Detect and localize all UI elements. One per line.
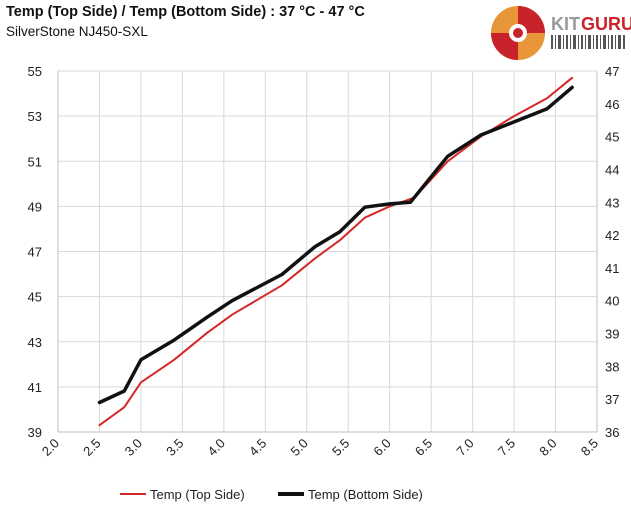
legend-label-bottom-side: Temp (Bottom Side)	[308, 487, 423, 502]
legend: Temp (Top Side) Temp (Bottom Side)	[120, 487, 423, 502]
logo-barcode-icon	[551, 35, 625, 49]
logo-text-kit: KIT	[551, 14, 580, 34]
logo-text-guru: GURU	[581, 14, 631, 34]
x-tick-label: 6.5	[412, 436, 435, 459]
x-tick-label: 8.0	[536, 436, 559, 459]
y-right-tick-label: 43	[605, 195, 619, 210]
legend-label-top-side: Temp (Top Side)	[150, 487, 245, 502]
y-right-tick-label: 46	[605, 97, 619, 112]
y-left-tick-label: 39	[28, 425, 42, 440]
x-tick-label: 3.5	[163, 436, 186, 459]
series-line-bottom-side	[97, 85, 574, 405]
y-left-tick-label: 47	[28, 245, 42, 260]
series-lines	[97, 76, 574, 427]
y-left-tick-label: 51	[28, 154, 42, 169]
logo-swirl-icon	[491, 6, 545, 60]
y-right-tick-label: 41	[605, 261, 619, 276]
y-right-tick-label: 42	[605, 228, 619, 243]
x-tick-label: 2.5	[80, 436, 103, 459]
y-right-tick-label: 45	[605, 130, 619, 145]
x-tick-label: 5.5	[329, 436, 352, 459]
y-left-tick-label: 41	[28, 380, 42, 395]
x-tick-label: 3.0	[122, 436, 145, 459]
x-tick-label: 2.0	[39, 436, 62, 459]
y-right-tick-label: 40	[605, 294, 619, 309]
x-tick-label: 8.5	[578, 436, 601, 459]
x-tick-label: 6.0	[370, 436, 393, 459]
y-right-tick-label: 39	[605, 327, 619, 342]
y-left-tick-label: 49	[28, 199, 42, 214]
chart-title: Temp (Top Side) / Temp (Bottom Side) : 3…	[6, 4, 365, 20]
axes: 2.0 2.5 3.0 3.5 4.0 4.5 5.0 5.5 6.0 6.5 7.0 7.5 8.0 8…	[28, 64, 620, 459]
y-right-tick-label: 37	[605, 392, 619, 407]
y-right-tick-label: 36	[605, 425, 619, 440]
x-tick-label: 4.5	[246, 436, 269, 459]
y-right-tick-label: 38	[605, 359, 619, 374]
y-right-tick-label: 47	[605, 64, 619, 79]
kitguru-logo: KIT GURU	[491, 6, 631, 60]
y-left-tick-label: 43	[28, 335, 42, 350]
y-left-tick-label: 45	[28, 290, 42, 305]
y-left-tick-label: 53	[28, 109, 42, 124]
y-left-tick-label: 55	[28, 64, 42, 79]
gridlines	[57, 70, 598, 433]
x-tick-label: 5.0	[288, 436, 311, 459]
chart-subtitle: SilverStone NJ450-SXL	[6, 24, 148, 39]
y-right-tick-label: 44	[605, 162, 619, 177]
x-tick-label: 7.0	[453, 436, 476, 459]
x-tick-label: 7.5	[495, 436, 518, 459]
x-tick-label: 4.0	[205, 436, 228, 459]
